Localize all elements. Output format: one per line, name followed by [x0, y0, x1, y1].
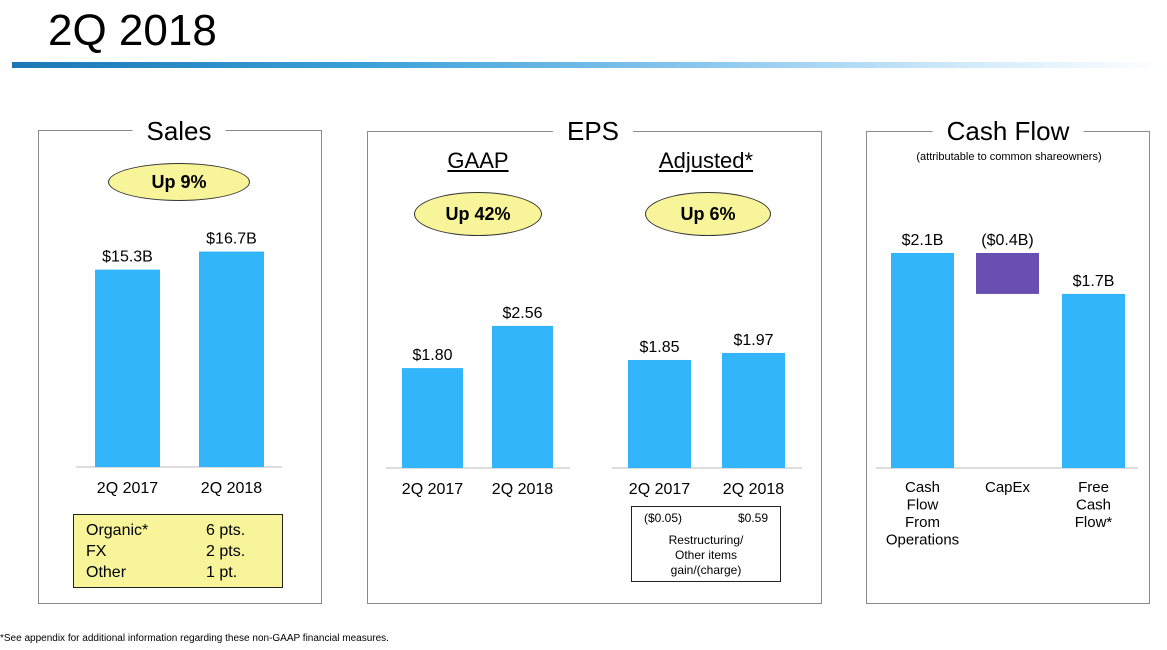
adjusted-chart: $1.85 2Q 2017 $1.97 2Q 2018	[612, 332, 802, 498]
data-label: $1.97	[733, 332, 773, 349]
mix-label: FX	[86, 543, 107, 560]
data-label: $1.80	[412, 347, 452, 364]
bar	[402, 368, 463, 468]
category-label-line: Cash	[905, 479, 940, 496]
restructuring-2017: ($0.05)	[644, 511, 683, 525]
bar	[492, 325, 553, 468]
restructuring-box: ($0.05) $0.59 Restructuring/ Other items…	[631, 506, 781, 582]
page-title: 2Q 2018	[48, 6, 217, 55]
footnote: *See appendix for additional information…	[0, 633, 389, 644]
category-label: 2Q 2018	[492, 481, 553, 498]
mix-label: Other	[86, 564, 127, 581]
data-label: $1.85	[639, 339, 679, 356]
category-label: 2Q 2017	[97, 480, 158, 497]
category-label-line: CapEx	[985, 479, 1031, 496]
data-label: $15.3B	[102, 249, 153, 266]
category-label-line: Cash	[1076, 497, 1111, 514]
adjusted-growth-badge: Up 6%	[645, 192, 771, 236]
mix-value: 2 pts.	[206, 543, 246, 560]
category-label-line: Operations	[886, 532, 959, 549]
gaap-growth-badge: Up 42%	[414, 192, 542, 236]
restructuring-2018: $0.59	[738, 511, 769, 525]
category-label: Free Cash Flow*	[1075, 479, 1113, 531]
sales-title: Sales	[132, 116, 226, 147]
data-label: $2.56	[502, 305, 542, 322]
restructuring-caption: Restructuring/ Other items gain/(charge)	[632, 533, 780, 578]
category-label-line: Free	[1078, 479, 1109, 496]
bar	[1062, 293, 1125, 468]
bar	[628, 359, 691, 468]
category-label: CapEx	[985, 479, 1031, 496]
data-label: ($0.4B)	[981, 232, 1033, 249]
caption-line: Restructuring/	[668, 533, 744, 547]
caption-line: gain/(charge)	[670, 563, 742, 577]
category-label: Cash Flow From Operations	[886, 479, 959, 549]
mix-value: 6 pts.	[206, 522, 246, 539]
eps-title: EPS	[552, 116, 634, 147]
category-label-line: Flow	[907, 497, 939, 514]
bar	[891, 252, 954, 468]
category-label: 2Q 2017	[629, 481, 690, 498]
gaap-title: GAAP	[447, 148, 509, 173]
category-label-line: Flow*	[1075, 514, 1113, 531]
title-underline	[12, 62, 1167, 68]
caption-line: Other items	[674, 548, 737, 562]
sales-growth-badge: Up 9%	[108, 163, 250, 201]
data-label: $16.7B	[206, 231, 257, 248]
cashflow-title: Cash Flow	[932, 116, 1084, 147]
mix-label: Organic*	[86, 522, 149, 539]
bar	[199, 251, 264, 467]
bar	[722, 352, 785, 468]
category-label: 2Q 2018	[723, 481, 784, 498]
category-label-line: From	[905, 514, 940, 531]
cashflow-subtitle: (attributable to common shareowners)	[916, 151, 1102, 163]
category-label: 2Q 2018	[201, 480, 262, 497]
data-label: $1.7B	[1073, 273, 1115, 290]
category-label: 2Q 2017	[402, 481, 463, 498]
bar	[95, 269, 160, 467]
adjusted-title: Adjusted*	[658, 148, 754, 173]
mix-value: 1 pt.	[206, 564, 238, 581]
gaap-chart: $1.80 2Q 2017 $2.56 2Q 2018	[386, 305, 570, 498]
data-label: $2.1B	[902, 232, 944, 249]
capex-bar	[976, 252, 1039, 294]
sales-chart: $15.3B 2Q 2017 $16.7B 2Q 2018	[76, 231, 282, 497]
sales-mix-box: Organic* 6 pts. FX 2 pts. Other 1 pt.	[73, 514, 283, 588]
